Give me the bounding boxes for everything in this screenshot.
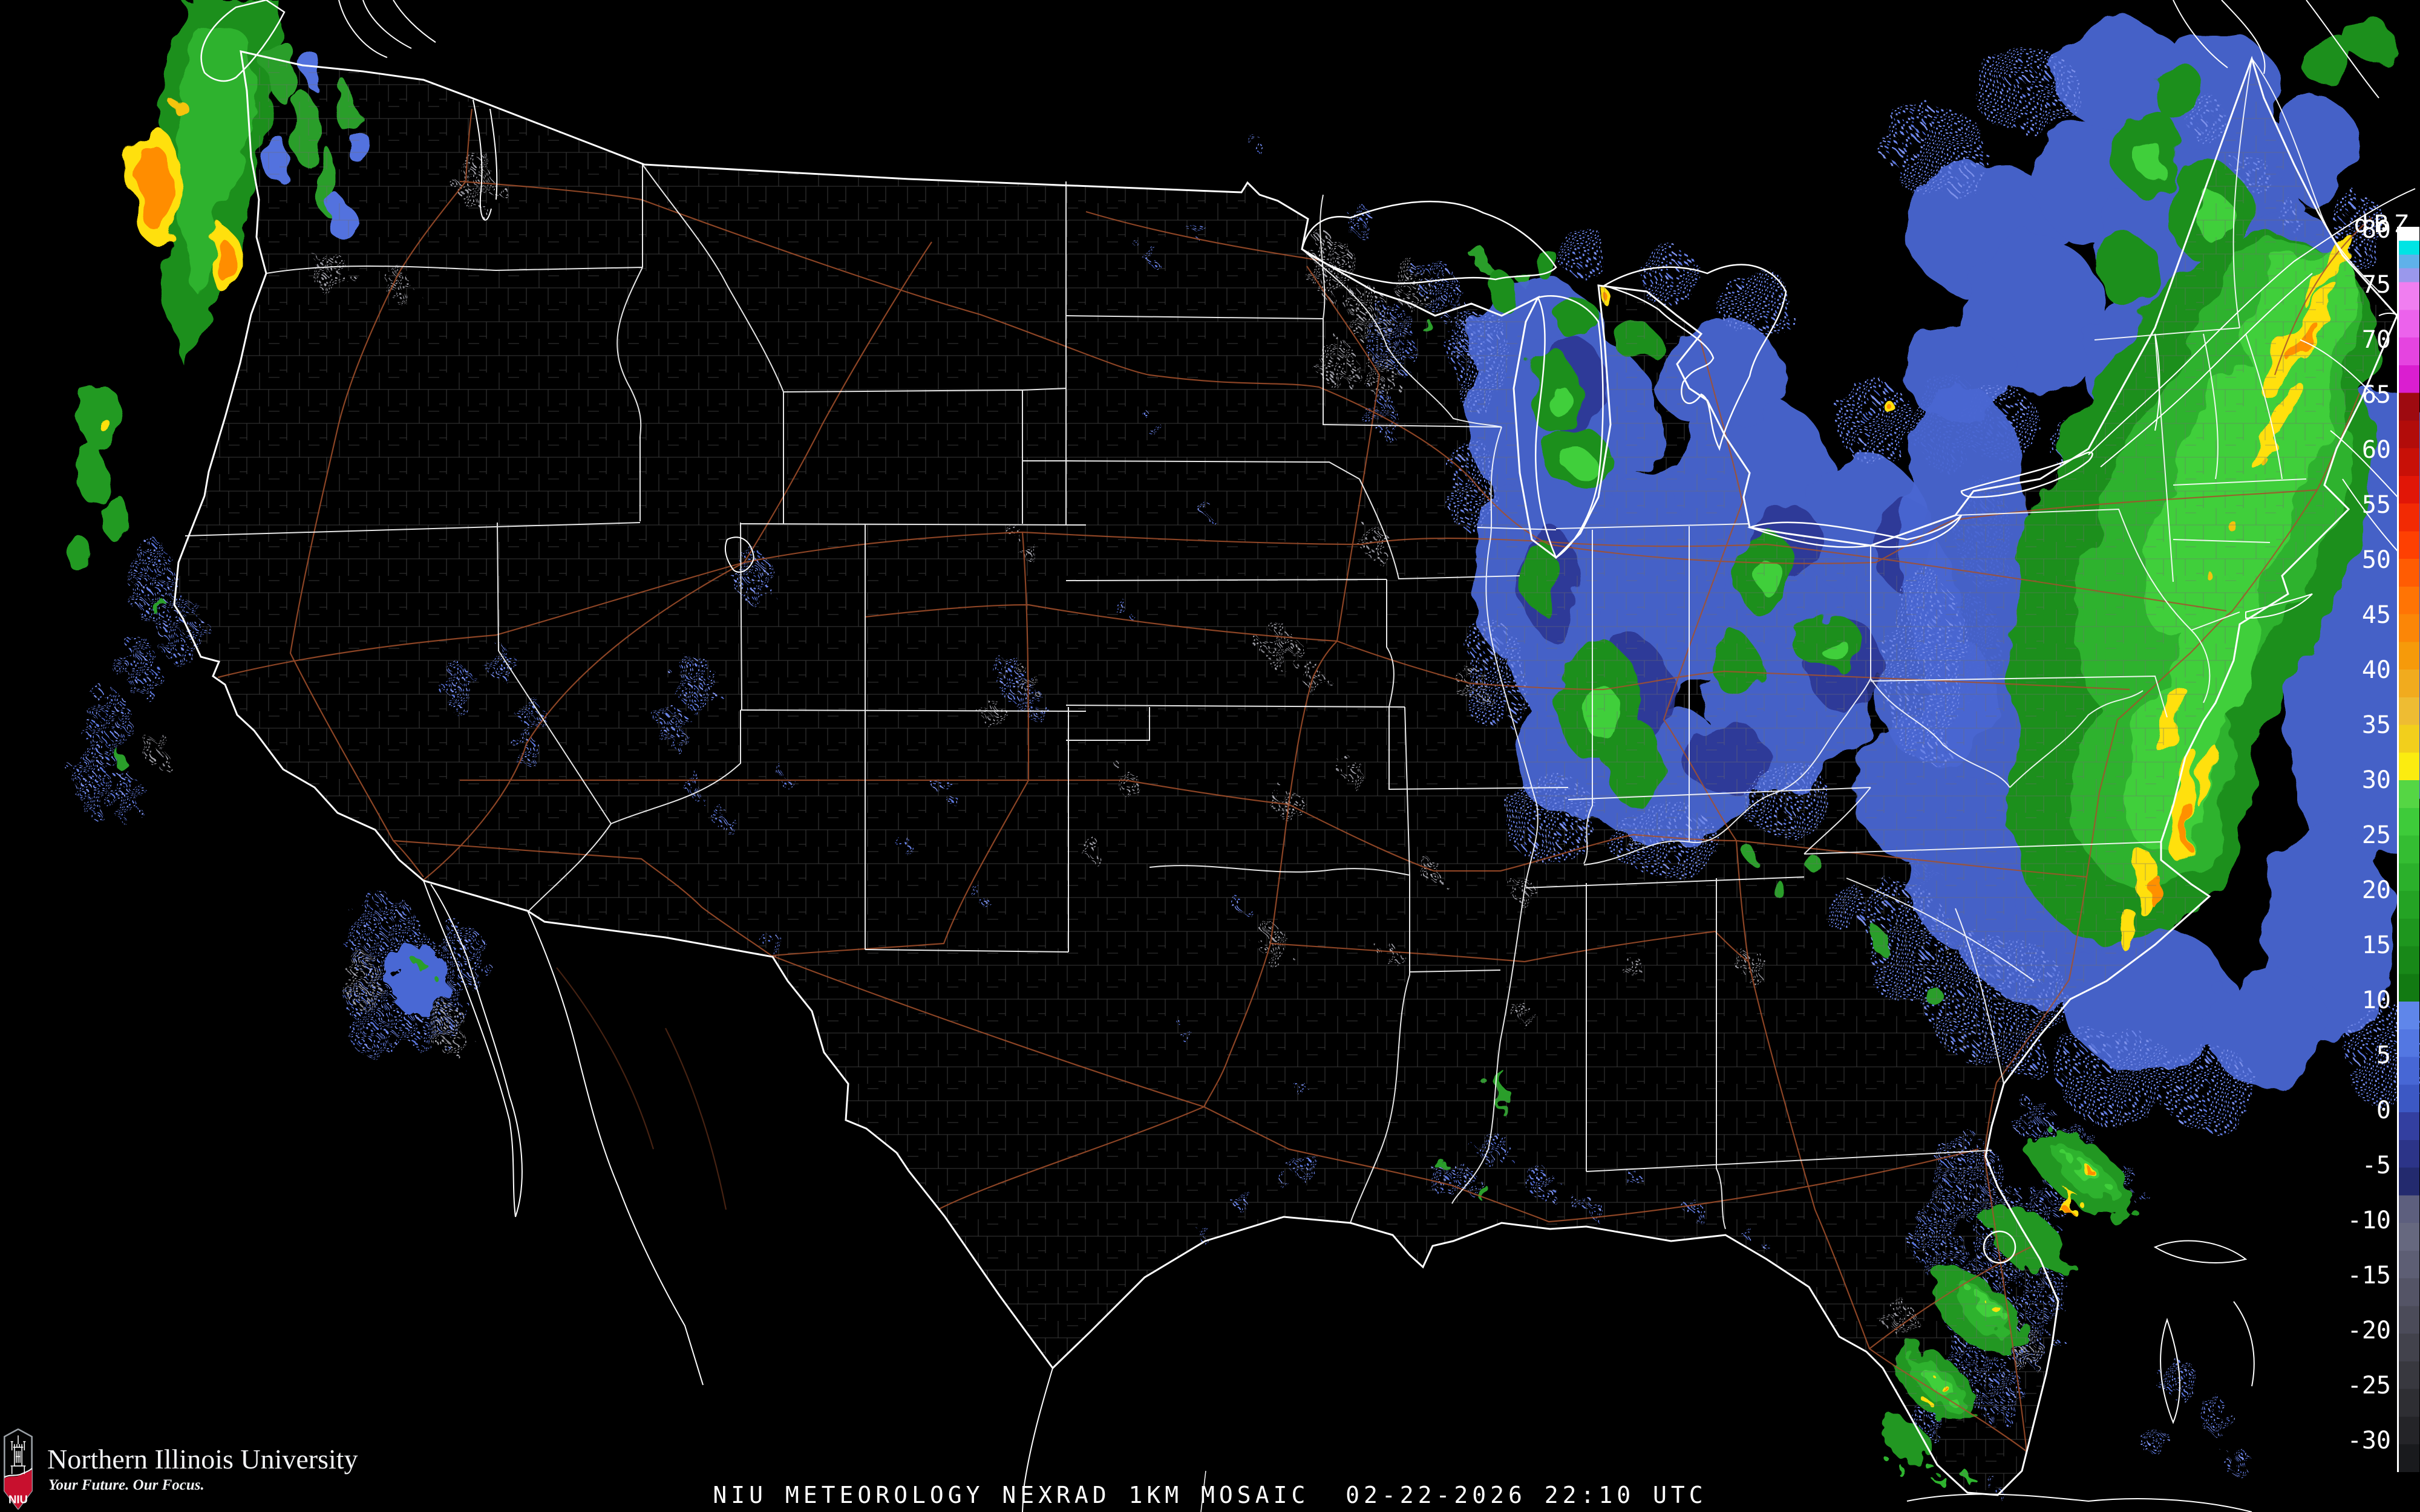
- coastlines-layer: [173, 0, 2416, 1512]
- niu-branding: NIU Northern Illinois University Your Fu…: [2, 1427, 426, 1512]
- colorbar-tick: -15: [2347, 1262, 2391, 1289]
- state-borders-layer: [185, 58, 2379, 1230]
- colorbar-tick: 45: [2361, 601, 2391, 629]
- colorbar-tick: 80: [2361, 216, 2391, 244]
- colorbar-tick: -5: [2361, 1152, 2391, 1179]
- castle-icon: [10, 1435, 26, 1475]
- shield-swoosh: [4, 1468, 33, 1478]
- colorbar-tick: 60: [2361, 436, 2391, 464]
- colorbar-tick: 15: [2361, 931, 2391, 959]
- colorbar-tick: 75: [2361, 271, 2391, 299]
- colorbar-tick: 10: [2361, 986, 2391, 1014]
- colorbar-tick: 35: [2361, 711, 2391, 739]
- colorbar-tick: 50: [2361, 546, 2391, 574]
- institution-name: Northern Illinois University: [47, 1444, 358, 1475]
- shield-red-field: [4, 1470, 32, 1509]
- colorbar-tick: 5: [2376, 1041, 2391, 1069]
- colorbar-tick: -20: [2347, 1317, 2391, 1344]
- colorbar-bar: [2397, 227, 2419, 1472]
- niu-shield-logo: NIU: [4, 1429, 33, 1510]
- colorbar-tick: 65: [2361, 381, 2391, 409]
- colorbar-tick: 0: [2376, 1097, 2391, 1124]
- colorbar-tick: 55: [2361, 491, 2391, 519]
- colorbar-tick: 20: [2361, 876, 2391, 904]
- colorbar-tick: 30: [2361, 766, 2391, 794]
- colorbar-tick: 40: [2361, 656, 2391, 684]
- shield-label: NIU: [8, 1493, 28, 1506]
- colorbar-tick: 25: [2361, 821, 2391, 849]
- highways-layer: [217, 108, 2372, 1452]
- colorbar-tick: 70: [2361, 326, 2391, 354]
- institution-tagline: Your Future. Our Focus.: [48, 1477, 204, 1493]
- colorbar-tick: -25: [2347, 1372, 2391, 1400]
- mosaic-caption: NIU METEOROLOGY NEXRAD 1KM MOSAIC 02-22-…: [713, 1482, 1707, 1508]
- colorbar-tick: -30: [2347, 1427, 2391, 1455]
- colorbar-tick: -10: [2347, 1207, 2391, 1234]
